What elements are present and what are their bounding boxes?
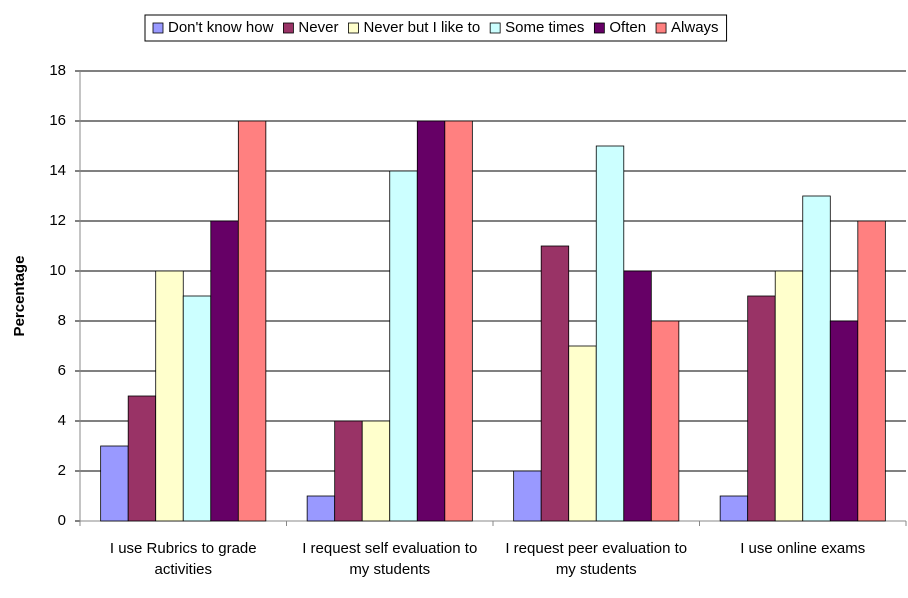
bar [155,270,184,522]
bar [747,295,776,522]
y-tick-label: 8 [58,312,66,329]
y-tick-label: 0 [58,512,66,529]
bar [595,145,625,522]
bar [182,295,212,522]
legend-label: Always [671,19,719,36]
legend-label: Often [609,19,646,36]
y-tick-label: 4 [58,412,66,429]
y-tick-label: 10 [49,262,66,279]
y-tick-label: 12 [49,212,66,229]
bar [361,420,391,522]
bar [334,420,363,522]
legend: Don't know how Never Never but I like to So… [144,14,728,42]
y-tick-label: 2 [58,462,66,479]
bar [100,445,129,522]
bar [540,245,570,522]
bar [127,395,157,522]
bar [389,170,418,522]
bar [802,195,831,522]
bar [513,470,542,522]
y-tick-label: 6 [58,362,66,379]
legend-swatch [152,22,164,34]
y-tick-label: 16 [49,112,66,129]
bar [829,320,859,522]
legend-label: Don't know how [168,19,274,36]
bar [237,120,267,522]
x-tick-label: I request peer evaluation to my students [505,540,687,578]
bar [650,320,680,522]
bar [444,120,473,522]
legend-swatch [283,22,294,34]
legend-swatch [489,22,501,34]
bar [623,270,652,522]
legend-box [144,14,728,42]
legend-swatch [593,22,605,34]
legend-label: Never but I like to [363,19,480,36]
bar [416,120,446,522]
legend-swatch [348,22,359,34]
bar [774,270,804,522]
bar [306,495,336,522]
bar [719,495,749,522]
bar [857,220,886,522]
legend-label: Never [298,19,338,36]
bar [210,220,239,522]
x-tick-label: I use Rubrics to grade activities [110,540,257,578]
y-axis-label: Percentage [11,256,28,337]
bar [568,345,597,522]
y-tick-label: 18 [49,62,66,79]
legend-swatch [655,22,667,34]
x-tick-label: I use online exams [740,540,865,557]
legend-label: Some times [505,19,584,36]
y-tick-label: 14 [49,162,66,179]
x-tick-label: I request self evaluation to my students [302,540,477,578]
